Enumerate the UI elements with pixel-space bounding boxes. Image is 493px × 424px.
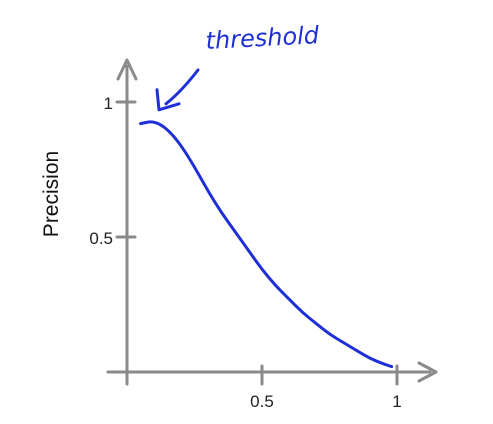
series-layer bbox=[139, 120, 394, 369]
y-tick-label-1: 1 bbox=[104, 94, 113, 113]
annotation-text: threshold bbox=[205, 21, 321, 55]
series-line-0 bbox=[139, 120, 394, 369]
axes-layer bbox=[106, 58, 438, 386]
y-axis-arrowhead bbox=[116, 58, 138, 81]
ticks-layer: 0.5 1 0.5 1 bbox=[89, 94, 401, 411]
x-tick-label-0: 0.5 bbox=[250, 392, 274, 411]
y-axis-title: Precision bbox=[40, 151, 63, 237]
annotation-arrowhead bbox=[155, 88, 181, 112]
annotation-arrow-line bbox=[164, 68, 200, 106]
x-tick-label-1: 1 bbox=[392, 392, 401, 411]
y-tick-label-0: 0.5 bbox=[89, 229, 113, 248]
annotation-layer: threshold bbox=[155, 21, 321, 112]
x-axis-arrowhead bbox=[417, 361, 438, 383]
